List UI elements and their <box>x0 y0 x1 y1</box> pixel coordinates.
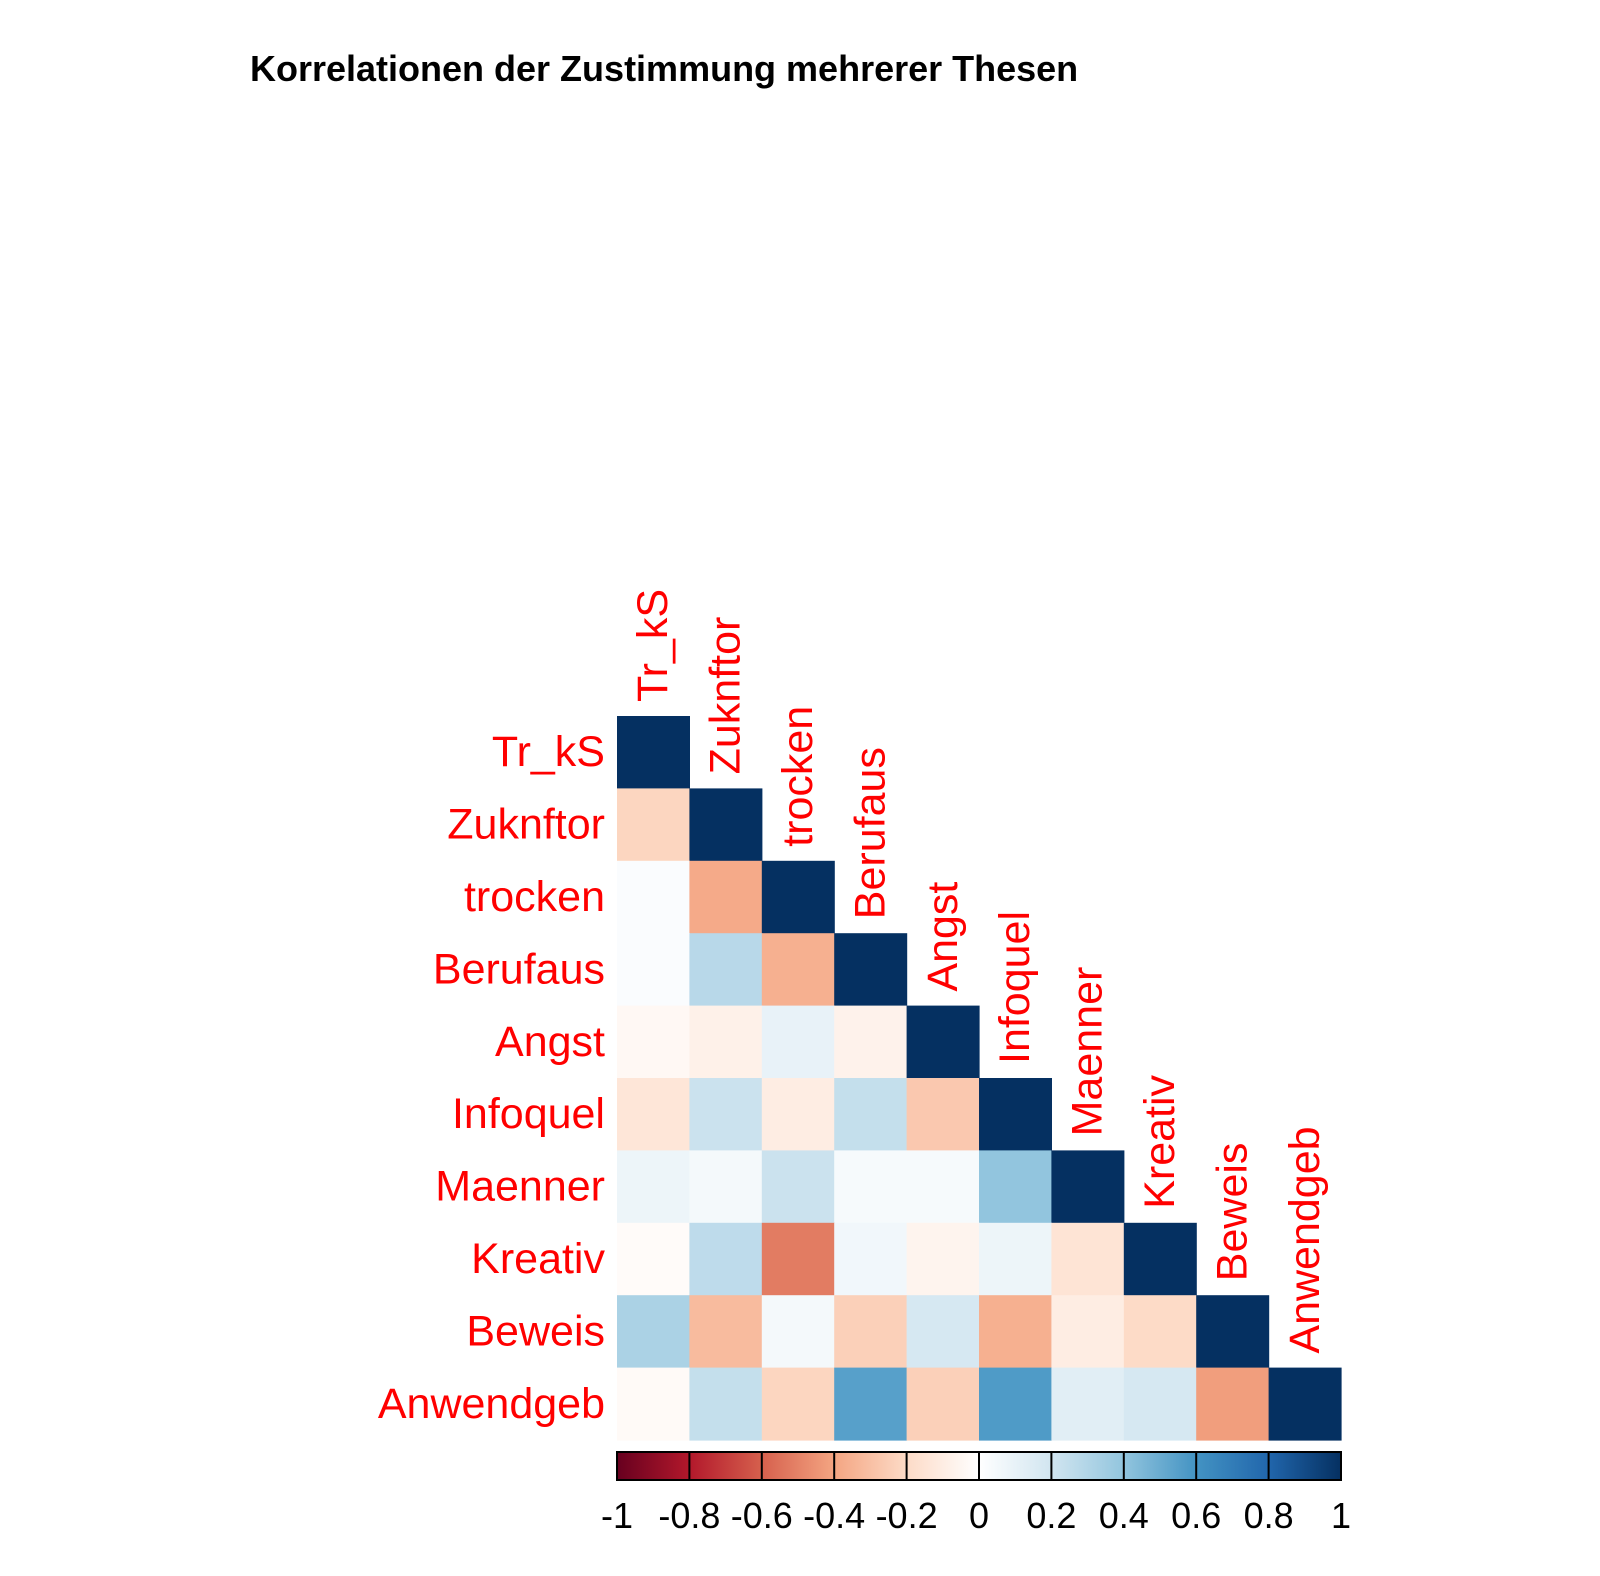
cell-Tr_kS-Tr_kS <box>617 716 690 789</box>
cell-Maenner-Maenner <box>1051 1150 1125 1224</box>
cell-Anwendgeb-Maenner <box>1051 1367 1125 1441</box>
cell-Infoquel-Berufaus <box>834 1078 908 1151</box>
column-label-Berufaus: Berufaus <box>846 747 894 919</box>
cell-Anwendgeb-Kreativ <box>1123 1367 1197 1441</box>
cell-Anwendgeb-Anwendgeb <box>1268 1367 1342 1441</box>
row-label-Berufaus: Berufaus <box>433 945 605 993</box>
cell-Kreativ-Berufaus <box>834 1222 908 1296</box>
column-labels: Tr_kS Zuknftor trocken Berufaus Angst Infoque… <box>629 589 1329 1354</box>
column-label-Beweis: Beweis <box>1208 1143 1256 1282</box>
row-label-Anwendgeb: Anwendgeb <box>378 1380 605 1428</box>
cell-Beweis-Zuknftor <box>689 1295 763 1369</box>
row-label-Tr_kS: Tr_kS <box>492 728 605 776</box>
cell-Kreativ-trocken <box>761 1222 835 1296</box>
cell-Infoquel-Infoquel <box>979 1078 1052 1151</box>
column-label-Angst: Angst <box>919 882 967 992</box>
column-label-trocken: trocken <box>774 706 822 847</box>
colorbar-tick-label: -0.2 <box>876 1495 938 1536</box>
column-label-Tr_kS: Tr_kS <box>629 589 677 702</box>
column-label-Infoquel: Infoquel <box>991 911 1039 1064</box>
colorbar-tick-label: -0.8 <box>658 1495 720 1536</box>
cell-Berufaus-trocken <box>761 933 835 1007</box>
colorbar-tick-label: 0.4 <box>1099 1495 1149 1536</box>
cell-Angst-Zuknftor <box>689 1005 763 1079</box>
colorbar-tick-label: -0.6 <box>731 1495 793 1536</box>
cell-Kreativ-Tr_kS <box>617 1222 690 1296</box>
cell-Anwendgeb-Infoquel <box>979 1367 1052 1441</box>
column-label-Zuknftor: Zuknftor <box>702 617 750 775</box>
cell-Beweis-Beweis <box>1196 1295 1270 1369</box>
row-label-Beweis: Beweis <box>466 1307 605 1355</box>
column-label-Maenner: Maenner <box>1064 967 1112 1137</box>
row-label-trocken: trocken <box>464 873 605 921</box>
cell-Beweis-Kreativ <box>1123 1295 1197 1369</box>
cell-Beweis-Berufaus <box>834 1295 908 1369</box>
cell-Anwendgeb-Zuknftor <box>689 1367 763 1441</box>
cell-Kreativ-Kreativ <box>1123 1222 1197 1296</box>
cell-Maenner-Tr_kS <box>617 1150 690 1224</box>
cell-Beweis-Angst <box>906 1295 980 1369</box>
cell-Anwendgeb-Tr_kS <box>617 1367 690 1441</box>
cell-Beweis-Infoquel <box>979 1295 1052 1369</box>
colorbar-tick-label: -1 <box>601 1495 633 1536</box>
column-label-Kreativ: Kreativ <box>1136 1074 1184 1208</box>
colorbar-tick-label: -0.4 <box>803 1495 865 1536</box>
cell-Zuknftor-Tr_kS <box>617 788 690 862</box>
heatmap-cells <box>617 716 1342 1441</box>
cell-Berufaus-Berufaus <box>834 933 908 1007</box>
cell-Berufaus-Zuknftor <box>689 933 763 1007</box>
cell-Kreativ-Angst <box>906 1222 980 1296</box>
row-label-Kreativ: Kreativ <box>471 1235 605 1283</box>
cell-trocken-Tr_kS <box>617 860 690 934</box>
cell-Anwendgeb-Berufaus <box>834 1367 908 1441</box>
cell-Infoquel-Tr_kS <box>617 1078 690 1151</box>
cell-Infoquel-Angst <box>906 1078 980 1151</box>
cell-Infoquel-trocken <box>761 1078 835 1151</box>
cell-Angst-Angst <box>906 1005 980 1079</box>
cell-Berufaus-Tr_kS <box>617 933 690 1007</box>
colorbar-tick-label: 0.2 <box>1026 1495 1076 1536</box>
cell-Beweis-Tr_kS <box>617 1295 690 1369</box>
cell-Anwendgeb-Angst <box>906 1367 980 1441</box>
row-label-Zuknftor: Zuknftor <box>447 801 605 849</box>
cell-Angst-trocken <box>761 1005 835 1079</box>
colorbar-tick-label: 0.8 <box>1244 1495 1294 1536</box>
column-label-Anwendgeb: Anwendgeb <box>1281 1126 1329 1353</box>
cell-Kreativ-Infoquel <box>979 1222 1052 1296</box>
row-label-Angst: Angst <box>495 1018 605 1066</box>
cell-Beweis-trocken <box>761 1295 835 1369</box>
cell-Anwendgeb-Beweis <box>1196 1367 1270 1441</box>
cell-Maenner-Infoquel <box>979 1150 1052 1224</box>
row-label-Maenner: Maenner <box>435 1163 605 1211</box>
cell-Kreativ-Maenner <box>1051 1222 1125 1296</box>
cell-Maenner-Berufaus <box>834 1150 908 1224</box>
cell-Zuknftor-Zuknftor <box>689 788 763 862</box>
cell-trocken-trocken <box>761 860 835 934</box>
cell-Maenner-Zuknftor <box>689 1150 763 1224</box>
cell-Beweis-Maenner <box>1051 1295 1125 1369</box>
row-label-Infoquel: Infoquel <box>452 1090 605 1138</box>
colorbar-tick-label: 0.6 <box>1171 1495 1221 1536</box>
row-labels: Tr_kS Zuknftor trocken Berufaus Angst Infoque… <box>378 728 606 1428</box>
cell-Infoquel-Zuknftor <box>689 1078 763 1151</box>
cell-Anwendgeb-trocken <box>761 1367 835 1441</box>
cell-Kreativ-Zuknftor <box>689 1222 763 1296</box>
cell-Maenner-trocken <box>761 1150 835 1224</box>
colorbar-tick-label: 0 <box>969 1495 989 1536</box>
cell-Angst-Tr_kS <box>617 1005 690 1079</box>
cell-trocken-Zuknftor <box>689 860 763 934</box>
cell-Maenner-Angst <box>906 1150 980 1224</box>
chart-title: Korrelationen der Zustimmung mehrerer Th… <box>250 48 1079 89</box>
colorbar-tick-label: 1 <box>1331 1495 1351 1536</box>
cell-Angst-Berufaus <box>834 1005 908 1079</box>
colorbar: -1 -0.8 -0.6 -0.4 -0.2 0 0.2 0.4 0.6 0.8 1 <box>601 1451 1351 1536</box>
